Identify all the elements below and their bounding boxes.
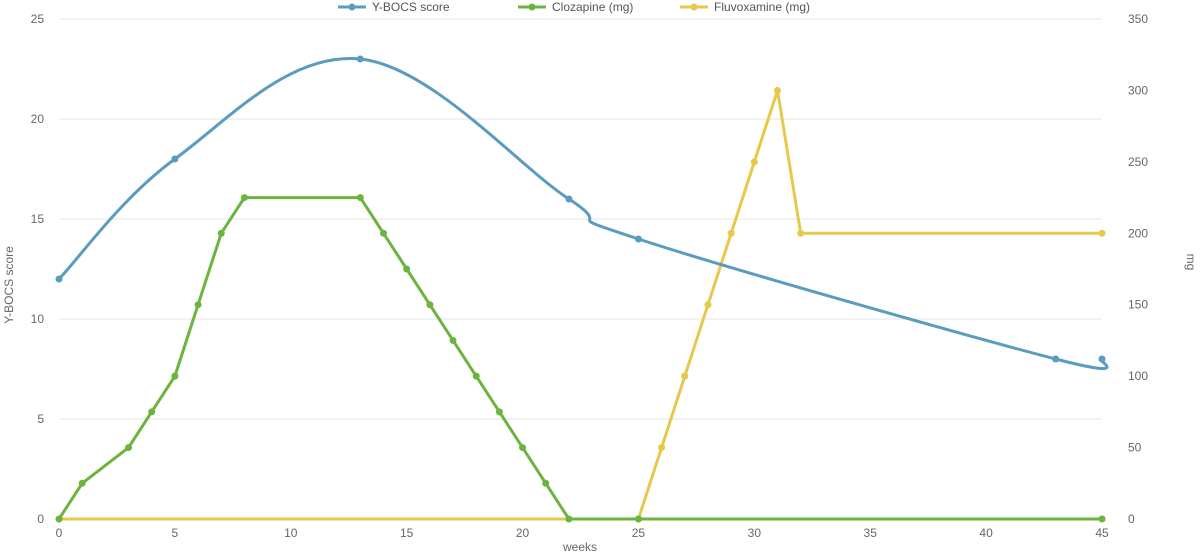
legend-item: Y-BOCS score — [338, 0, 450, 14]
data-point — [1098, 229, 1106, 237]
data-point — [55, 275, 63, 283]
y-right-tick-label: 150 — [1128, 298, 1148, 312]
data-point — [125, 444, 133, 452]
data-point — [403, 265, 411, 273]
data-point — [750, 158, 758, 166]
y-left-tick-label: 25 — [31, 12, 45, 26]
series-line — [57, 196, 1104, 521]
legend-item: Clozapine (mg) — [518, 0, 633, 14]
data-point — [449, 336, 457, 344]
data-point — [634, 235, 642, 243]
data-point — [194, 301, 202, 309]
y-left-tick-label: 20 — [31, 112, 45, 126]
data-point — [797, 229, 805, 237]
x-tick-label: 25 — [632, 526, 646, 540]
y-right-tick-label: 300 — [1128, 83, 1148, 97]
x-axis-ticks: 0 5 10 15 20 25 30 35 40 45 — [56, 526, 1109, 540]
series-layer — [55, 55, 1109, 523]
x-tick-label: 0 — [56, 526, 63, 540]
data-point — [472, 372, 480, 380]
series-fluvoxamine-mg — [55, 86, 1106, 523]
data-point — [565, 195, 573, 203]
data-point — [727, 229, 735, 237]
x-tick-label: 5 — [172, 526, 179, 540]
legend-item: Fluvoxamine (mg) — [680, 0, 810, 14]
data-point — [1098, 515, 1106, 523]
series-line — [57, 88, 1104, 521]
right-axis-title: mg — [1184, 254, 1198, 271]
right-axis-ticks: 0 50 100 150 200 250 300 350 — [1128, 12, 1148, 526]
data-point — [658, 444, 666, 452]
data-point — [55, 515, 63, 523]
y-right-tick-label: 200 — [1128, 226, 1148, 240]
x-tick-label: 15 — [400, 526, 414, 540]
data-point — [379, 229, 387, 237]
x-tick-label: 35 — [864, 526, 878, 540]
data-point — [217, 229, 225, 237]
data-point — [356, 55, 364, 63]
legend-label: Y-BOCS score — [372, 0, 450, 14]
legend-label: Fluvoxamine (mg) — [714, 0, 810, 14]
x-tick-label: 20 — [516, 526, 530, 540]
x-tick-label: 40 — [979, 526, 993, 540]
x-tick-label: 45 — [1095, 526, 1109, 540]
y-left-tick-label: 10 — [31, 312, 45, 326]
data-point — [171, 372, 179, 380]
data-point — [542, 479, 550, 487]
y-right-tick-label: 100 — [1128, 369, 1148, 383]
left-axis-ticks: 0 5 10 15 20 25 — [31, 12, 45, 526]
legend-swatch-marker — [690, 3, 698, 11]
grid — [59, 18, 1102, 520]
x-axis-title: weeks — [562, 540, 597, 554]
x-tick-label: 10 — [284, 526, 298, 540]
data-point — [1098, 355, 1106, 363]
data-point — [1052, 355, 1060, 363]
data-point — [681, 372, 689, 380]
x-tick-label: 30 — [748, 526, 762, 540]
data-point — [148, 408, 156, 416]
data-point — [495, 408, 503, 416]
y-left-tick-label: 0 — [37, 512, 44, 526]
data-point — [240, 194, 248, 202]
data-point — [356, 194, 364, 202]
data-point — [634, 515, 642, 523]
data-point — [519, 444, 527, 452]
y-right-tick-label: 250 — [1128, 155, 1148, 169]
series-clozapine-mg — [55, 194, 1106, 523]
data-point — [426, 301, 434, 309]
data-point — [78, 479, 86, 487]
y-left-tick-label: 5 — [37, 412, 44, 426]
y-left-tick-label: 15 — [31, 212, 45, 226]
y-right-tick-label: 50 — [1128, 441, 1142, 455]
data-point — [704, 301, 712, 309]
series-line — [57, 57, 1109, 371]
data-point — [774, 86, 782, 94]
y-right-tick-label: 0 — [1128, 512, 1135, 526]
legend-label: Clozapine (mg) — [552, 0, 633, 14]
data-point — [171, 155, 179, 163]
y-right-tick-label: 350 — [1128, 12, 1148, 26]
legend: Y-BOCS score Clozapine (mg) Fluvoxamine (m… — [338, 0, 810, 14]
series-y-bocs-score — [55, 55, 1109, 371]
data-point — [565, 515, 573, 523]
legend-swatch-marker — [528, 3, 536, 11]
left-axis-title: Y-BOCS score — [2, 246, 16, 324]
legend-swatch-marker — [348, 3, 356, 11]
